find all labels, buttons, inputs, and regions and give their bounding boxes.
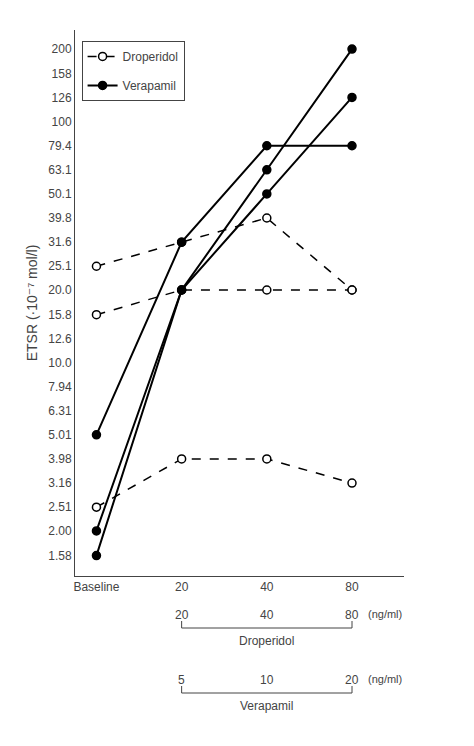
svg-text:Verapamil: Verapamil (123, 79, 176, 93)
svg-text:80: 80 (345, 580, 359, 594)
svg-text:31.6: 31.6 (48, 235, 72, 249)
svg-text:20: 20 (345, 673, 359, 687)
svg-text:50.1: 50.1 (48, 187, 72, 201)
svg-text:40: 40 (260, 580, 274, 594)
svg-text:10.0: 10.0 (48, 356, 72, 370)
svg-text:40: 40 (260, 608, 274, 622)
svg-text:2.00: 2.00 (48, 524, 72, 538)
svg-text:Droperidol: Droperidol (239, 634, 294, 648)
svg-text:5: 5 (178, 673, 185, 687)
svg-text:20.0: 20.0 (48, 283, 72, 297)
svg-text:25.1: 25.1 (48, 259, 72, 273)
svg-text:6.31: 6.31 (48, 404, 72, 418)
svg-text:10: 10 (260, 673, 274, 687)
svg-text:Verapamil: Verapamil (240, 699, 293, 713)
svg-text:12.6: 12.6 (48, 332, 72, 346)
svg-text:20: 20 (175, 608, 189, 622)
svg-text:Baseline: Baseline (73, 580, 119, 594)
svg-text:15.8: 15.8 (48, 308, 72, 322)
svg-text:158: 158 (52, 67, 72, 81)
svg-text:39.8: 39.8 (48, 211, 72, 225)
svg-text:3.98: 3.98 (48, 452, 72, 466)
svg-text:80: 80 (345, 608, 359, 622)
svg-text:63.1: 63.1 (48, 163, 72, 177)
svg-text:5.01: 5.01 (48, 428, 72, 442)
svg-text:100: 100 (52, 115, 72, 129)
svg-text:(ng/ml): (ng/ml) (368, 608, 402, 620)
svg-text:126: 126 (52, 91, 72, 105)
svg-text:1.58: 1.58 (48, 549, 72, 563)
svg-text:200: 200 (52, 42, 72, 56)
svg-text:7.94: 7.94 (48, 380, 72, 394)
svg-text:2.51: 2.51 (48, 500, 72, 514)
svg-text:Droperidol: Droperidol (123, 50, 178, 64)
svg-text:(ng/ml): (ng/ml) (368, 673, 402, 685)
svg-text:79.4: 79.4 (48, 139, 72, 153)
svg-text:3.16: 3.16 (48, 476, 72, 490)
svg-text:ETSR (·10⁻⁷ mol/l): ETSR (·10⁻⁷ mol/l) (24, 245, 40, 362)
svg-text:20: 20 (175, 580, 189, 594)
